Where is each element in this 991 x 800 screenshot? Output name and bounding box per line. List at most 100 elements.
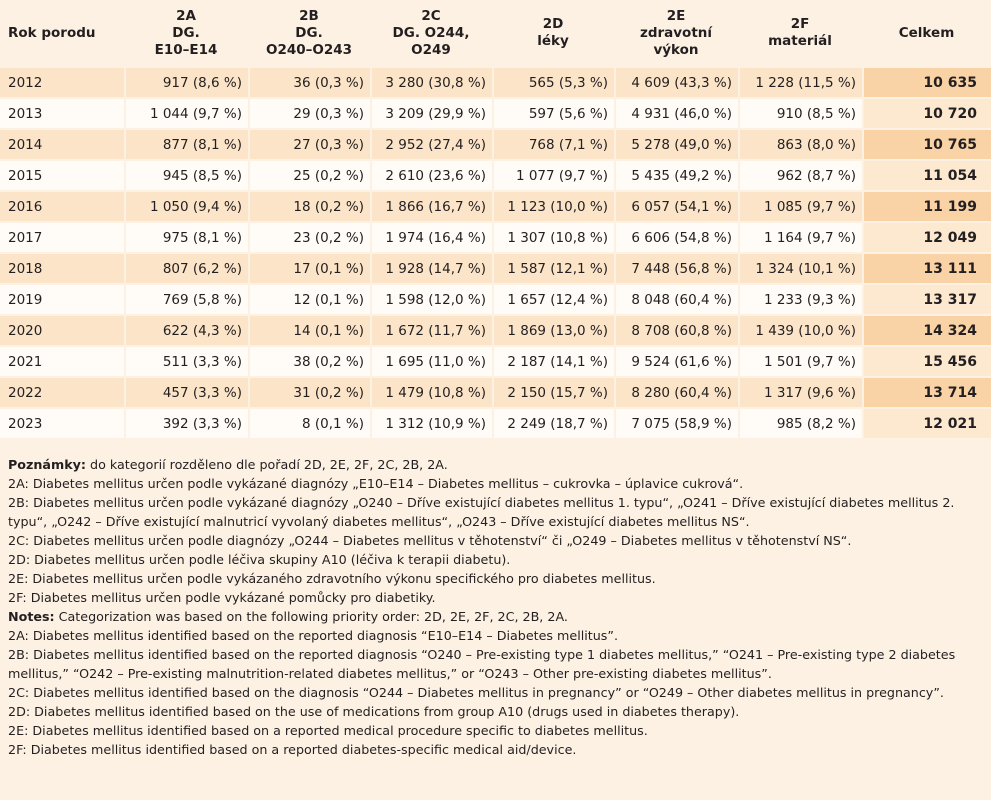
total-cell: 13 317: [862, 285, 991, 316]
note-heading: Poznámky:: [8, 457, 86, 472]
note-text: 2C: Diabetes mellitus identified based o…: [8, 685, 944, 700]
header-year: Rok porodu: [8, 24, 96, 41]
year-cell: 2014: [0, 130, 124, 161]
header-2b-line1: 2B: [299, 7, 319, 24]
cell-2d: 1 657 (12,4 %): [492, 285, 614, 316]
total-cell: 12 021: [862, 409, 991, 440]
cell-2a: 917 (8,6 %): [124, 66, 248, 99]
table-row: 2013 1 044 (9,7 %) 29 (0,3 %) 3 209 (29,9 %…: [0, 99, 991, 130]
total-cell: 15 456: [862, 347, 991, 378]
cell-2d: 1 587 (12,1 %): [492, 254, 614, 285]
note-line: Notes: Categorization was based on the f…: [8, 607, 983, 626]
year-cell: 2012: [0, 66, 124, 99]
header-2e: 2E zdravotní výkon: [614, 0, 738, 66]
cell-2b: 14 (0,1 %): [248, 316, 370, 347]
cell-2d: 768 (7,1 %): [492, 130, 614, 161]
cell-2c: 1 866 (16,7 %): [370, 192, 492, 223]
note-line: 2C: Diabetes mellitus určen podle diagnó…: [8, 531, 983, 550]
cell-2a: 807 (6,2 %): [124, 254, 248, 285]
cell-2e: 4 931 (46,0 %): [614, 99, 738, 130]
cell-2b: 31 (0,2 %): [248, 378, 370, 409]
note-line: 2B: Diabetes mellitus určen podle vykáza…: [8, 493, 983, 531]
table-row: 2016 1 050 (9,4 %) 18 (0,2 %) 1 866 (16,7 %…: [0, 192, 991, 223]
cell-2b: 29 (0,3 %): [248, 99, 370, 130]
cell-2f: 1 317 (9,6 %): [738, 378, 862, 409]
cell-2a: 511 (3,3 %): [124, 347, 248, 378]
note-text: 2F: Diabetes mellitus určen podle vykáza…: [8, 590, 436, 605]
note-line: 2D: Diabetes mellitus určen podle léčiva…: [8, 550, 983, 569]
table-body: 2012 917 (8,6 %) 36 (0,3 %) 3 280 (30,8 %) 5…: [0, 66, 991, 440]
cell-2a: 769 (5,8 %): [124, 285, 248, 316]
cell-2b: 23 (0,2 %): [248, 223, 370, 254]
cell-2d: 1 077 (9,7 %): [492, 161, 614, 192]
note-text: 2D: Diabetes mellitus identified based o…: [8, 704, 740, 719]
cell-2c: 1 312 (10,9 %): [370, 409, 492, 440]
header-total: Celkem: [898, 24, 955, 41]
table-row: 2023 392 (3,3 %) 8 (0,1 %) 1 312 (10,9 %) 2 …: [0, 409, 991, 440]
note-text: 2B: Diabetes mellitus identified based o…: [8, 647, 956, 681]
cell-2a: 945 (8,5 %): [124, 161, 248, 192]
header-2e-line2: zdravotní: [639, 24, 713, 41]
table-row: 2022 457 (3,3 %) 31 (0,2 %) 1 479 (10,8 %) 2…: [0, 378, 991, 409]
header-2c-line1: 2C: [421, 7, 441, 24]
total-cell: 12 049: [862, 223, 991, 254]
cell-2e: 6 606 (54,8 %): [614, 223, 738, 254]
table-row: 2021 511 (3,3 %) 38 (0,2 %) 1 695 (11,0 %) 2…: [0, 347, 991, 378]
header-row: Rok porodu 2A DG. E10–E14 2B DG. O240–O2…: [0, 0, 991, 66]
table-row: 2019 769 (5,8 %) 12 (0,1 %) 1 598 (12,0 %) 1…: [0, 285, 991, 316]
cell-2e: 7 075 (58,9 %): [614, 409, 738, 440]
header-2c-line2: DG. O244,: [392, 24, 470, 41]
header-2f: 2F materiál: [738, 0, 862, 66]
cell-2b: 38 (0,2 %): [248, 347, 370, 378]
cell-2b: 27 (0,3 %): [248, 130, 370, 161]
cell-2d: 2 150 (15,7 %): [492, 378, 614, 409]
header-2b: 2B DG. O240–O243: [248, 0, 370, 66]
note-line: 2F: Diabetes mellitus identified based o…: [8, 740, 983, 759]
total-cell: 13 714: [862, 378, 991, 409]
cell-2d: 2 249 (18,7 %): [492, 409, 614, 440]
cell-2b: 25 (0,2 %): [248, 161, 370, 192]
year-cell: 2017: [0, 223, 124, 254]
cell-2f: 910 (8,5 %): [738, 99, 862, 130]
cell-2a: 877 (8,1 %): [124, 130, 248, 161]
table-row: 2020 622 (4,3 %) 14 (0,1 %) 1 672 (11,7 %) 1…: [0, 316, 991, 347]
header-2c: 2C DG. O244, O249: [370, 0, 492, 66]
cell-2d: 565 (5,3 %): [492, 66, 614, 99]
cell-2f: 863 (8,0 %): [738, 130, 862, 161]
year-cell: 2019: [0, 285, 124, 316]
header-2e-line3: výkon: [653, 41, 699, 58]
note-heading: Notes:: [8, 609, 55, 624]
cell-2d: 2 187 (14,1 %): [492, 347, 614, 378]
diabetes-table: Rok porodu 2A DG. E10–E14 2B DG. O240–O2…: [0, 0, 991, 440]
year-cell: 2021: [0, 347, 124, 378]
cell-2a: 622 (4,3 %): [124, 316, 248, 347]
cell-2e: 8 048 (60,4 %): [614, 285, 738, 316]
cell-2f: 1 439 (10,0 %): [738, 316, 862, 347]
header-2d-line2: léky: [537, 33, 569, 49]
total-cell: 10 765: [862, 130, 991, 161]
note-text: 2C: Diabetes mellitus určen podle diagnó…: [8, 533, 852, 548]
total-cell: 13 111: [862, 254, 991, 285]
cell-2f: 985 (8,2 %): [738, 409, 862, 440]
header-2b-line3: O240–O243: [265, 41, 353, 58]
year-cell: 2020: [0, 316, 124, 347]
cell-2c: 1 672 (11,7 %): [370, 316, 492, 347]
cell-2d: 1 123 (10,0 %): [492, 192, 614, 223]
header-2a-line2: DG.: [172, 24, 200, 41]
cell-2c: 3 280 (30,8 %): [370, 66, 492, 99]
cell-2f: 1 501 (9,7 %): [738, 347, 862, 378]
cell-2e: 7 448 (56,8 %): [614, 254, 738, 285]
table-row: 2015 945 (8,5 %) 25 (0,2 %) 2 610 (23,6 %) 1…: [0, 161, 991, 192]
header-2b-line2: DG.: [295, 24, 323, 41]
cell-2f: 1 233 (9,3 %): [738, 285, 862, 316]
note-line: 2E: Diabetes mellitus identified based o…: [8, 721, 983, 740]
header-2f-line1: 2F: [790, 16, 810, 32]
header-2d-line1: 2D: [542, 16, 564, 32]
table-row: 2012 917 (8,6 %) 36 (0,3 %) 3 280 (30,8 %) 5…: [0, 66, 991, 99]
table-row: 2017 975 (8,1 %) 23 (0,2 %) 1 974 (16,4 %) 1…: [0, 223, 991, 254]
note-line: 2A: Diabetes mellitus určen podle vykáza…: [8, 474, 983, 493]
table-row: 2014 877 (8,1 %) 27 (0,3 %) 2 952 (27,4 %) 7…: [0, 130, 991, 161]
note-text: 2B: Diabetes mellitus určen podle vykáza…: [8, 495, 955, 529]
cell-2e: 9 524 (61,6 %): [614, 347, 738, 378]
